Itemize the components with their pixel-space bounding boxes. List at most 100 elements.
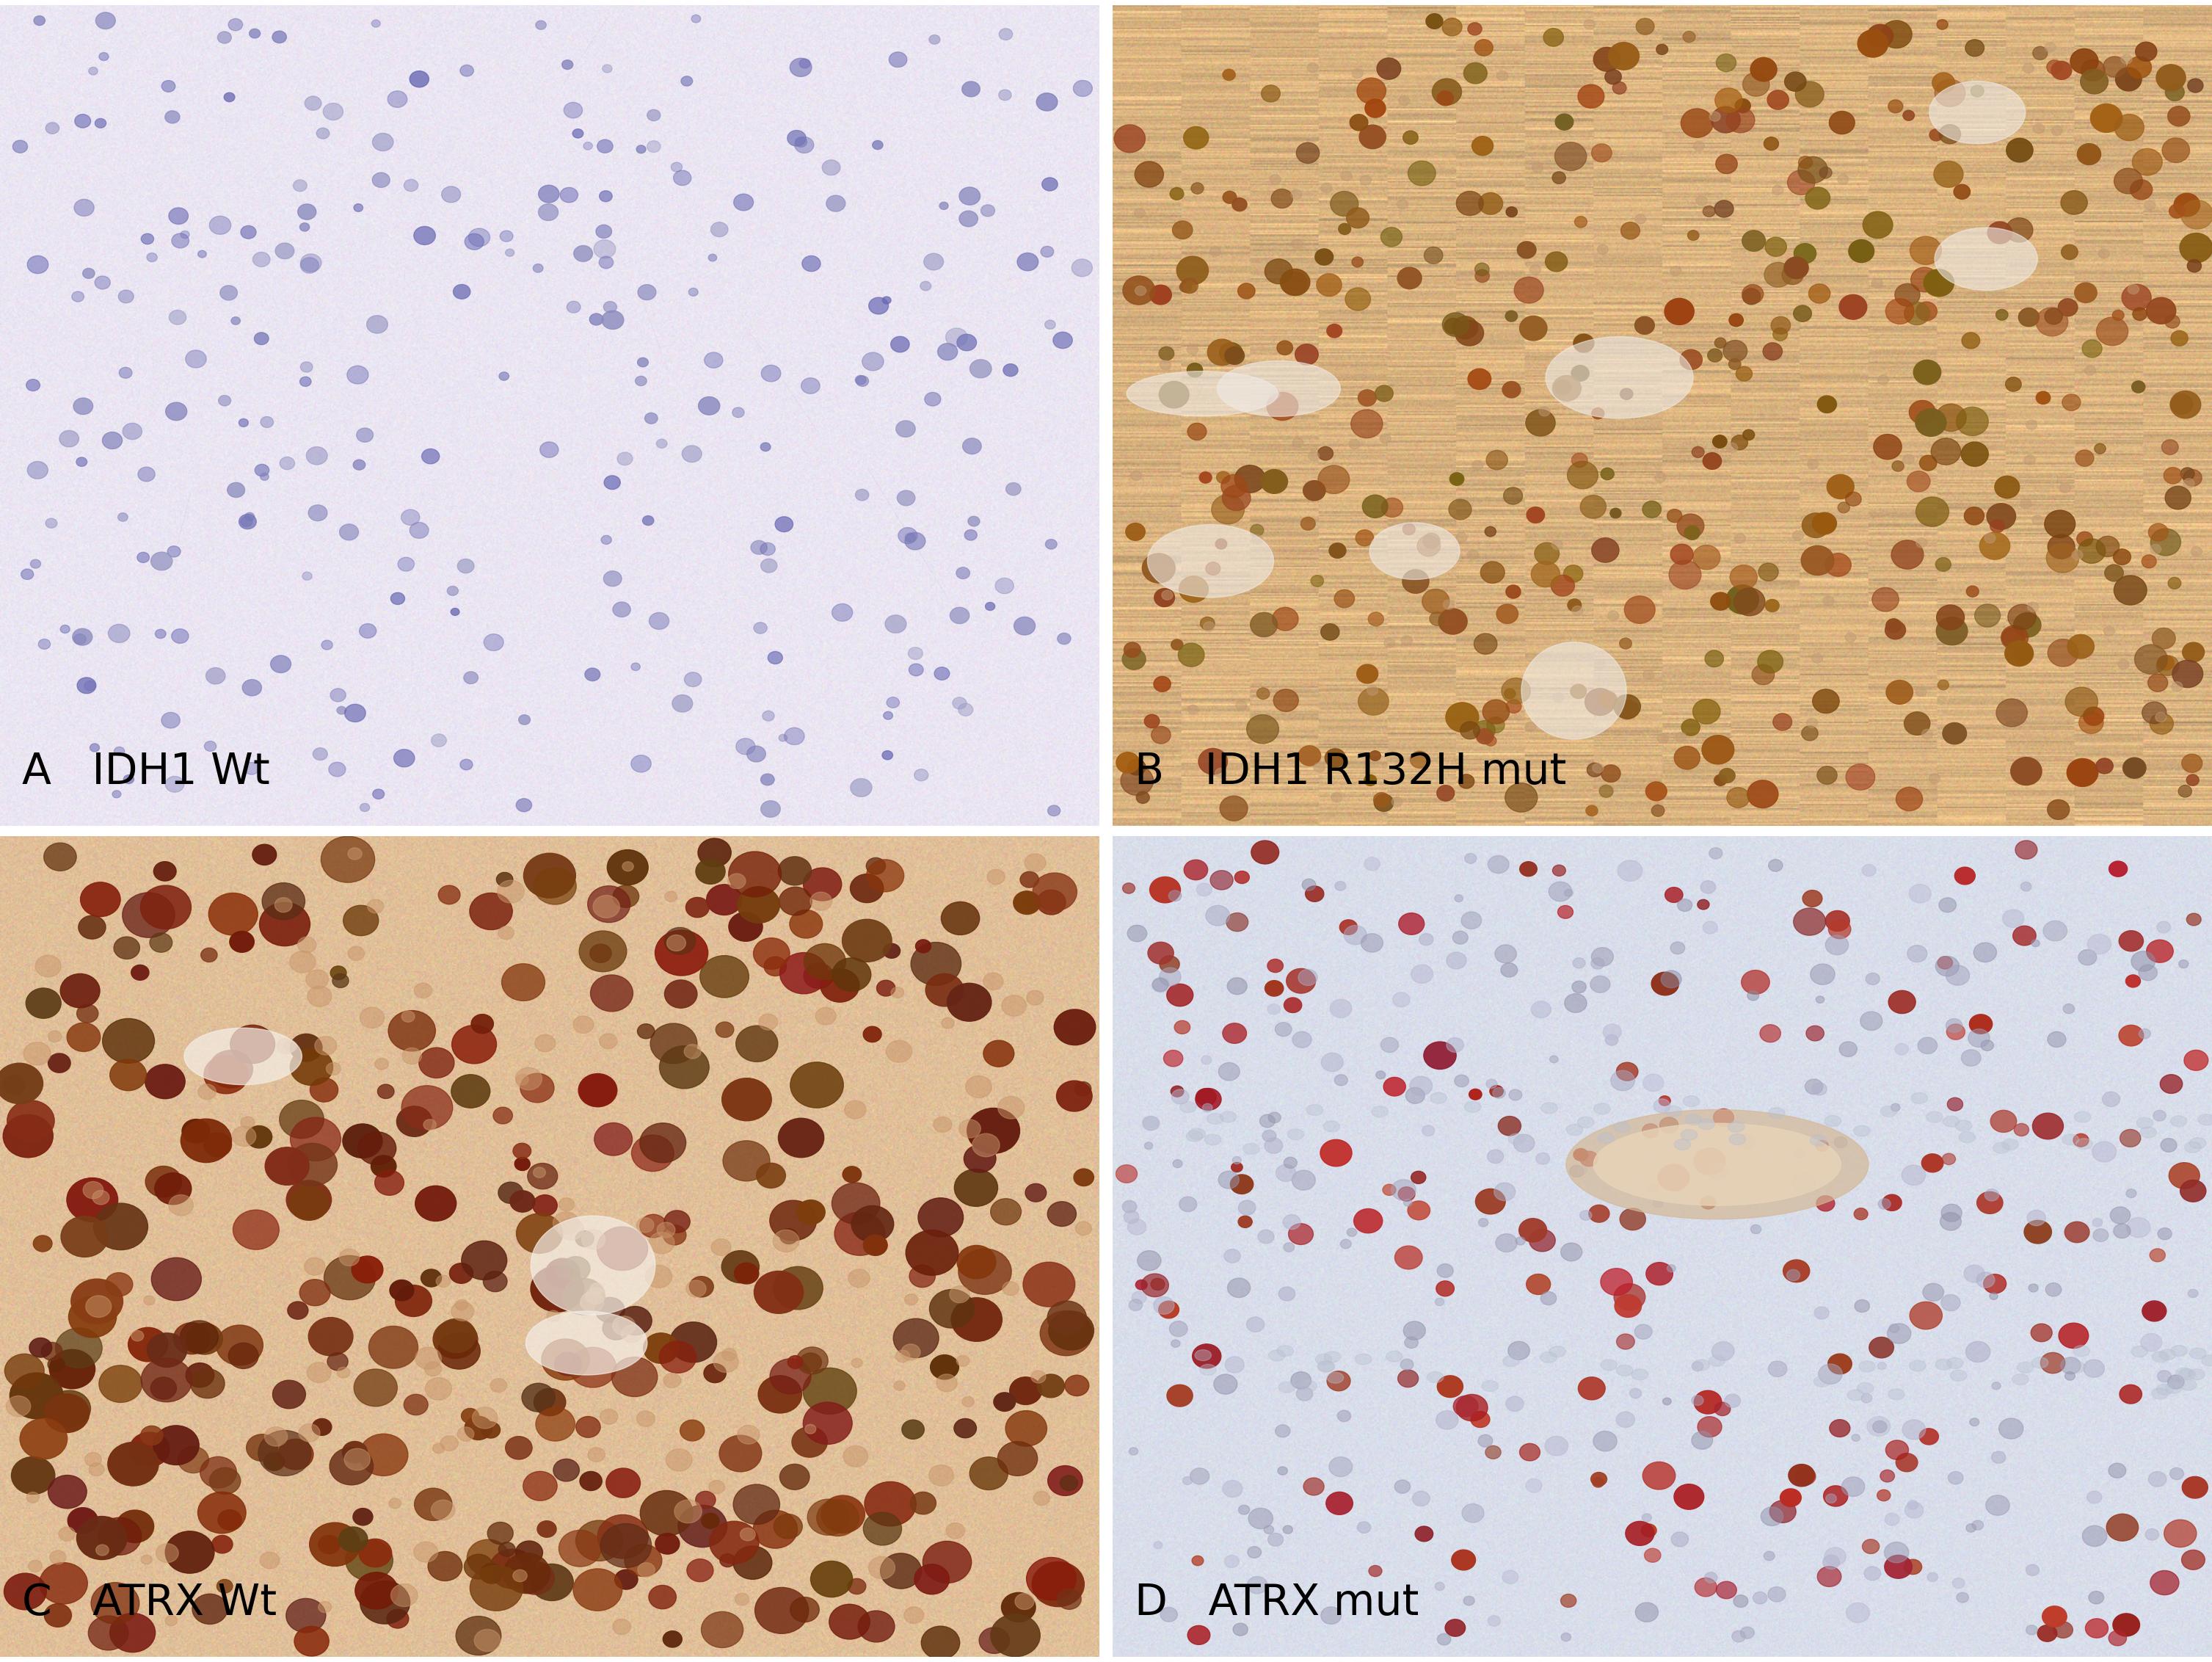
Ellipse shape: [748, 746, 765, 761]
Ellipse shape: [1916, 686, 1927, 696]
Ellipse shape: [1239, 283, 1254, 299]
Ellipse shape: [272, 1379, 305, 1409]
Ellipse shape: [1152, 979, 1168, 992]
Ellipse shape: [1573, 334, 1595, 352]
Ellipse shape: [637, 145, 646, 153]
Ellipse shape: [418, 1047, 453, 1079]
Ellipse shape: [1955, 1120, 1971, 1132]
Ellipse shape: [1057, 633, 1071, 645]
Ellipse shape: [2031, 1358, 2048, 1368]
Ellipse shape: [734, 194, 754, 211]
Ellipse shape: [695, 1491, 717, 1509]
Ellipse shape: [1659, 1163, 1690, 1192]
Ellipse shape: [1458, 774, 1473, 788]
Ellipse shape: [1905, 711, 1931, 735]
Ellipse shape: [212, 1536, 232, 1554]
Ellipse shape: [2079, 711, 2104, 733]
Ellipse shape: [1374, 793, 1389, 808]
Ellipse shape: [1037, 93, 1057, 111]
Ellipse shape: [2119, 660, 2128, 670]
Ellipse shape: [1579, 1210, 1593, 1220]
Ellipse shape: [947, 327, 967, 346]
Ellipse shape: [173, 233, 188, 248]
Ellipse shape: [1553, 540, 1562, 550]
Ellipse shape: [1938, 680, 1949, 690]
Ellipse shape: [883, 711, 894, 720]
Ellipse shape: [998, 1441, 1037, 1476]
Ellipse shape: [1991, 520, 2004, 532]
Ellipse shape: [832, 957, 872, 991]
Ellipse shape: [1292, 1371, 1312, 1389]
Ellipse shape: [374, 1059, 389, 1070]
Ellipse shape: [675, 1499, 701, 1522]
Ellipse shape: [1984, 534, 1995, 543]
Ellipse shape: [1037, 1374, 1064, 1398]
Ellipse shape: [699, 838, 732, 868]
Ellipse shape: [914, 770, 929, 781]
Ellipse shape: [398, 557, 414, 572]
Ellipse shape: [2057, 299, 2077, 316]
Ellipse shape: [1668, 509, 1681, 522]
Ellipse shape: [1772, 186, 1783, 194]
Ellipse shape: [732, 407, 743, 417]
Ellipse shape: [139, 886, 190, 929]
Ellipse shape: [1577, 1167, 1588, 1175]
Ellipse shape: [2188, 259, 2201, 273]
Ellipse shape: [533, 1167, 546, 1178]
Ellipse shape: [1845, 765, 1876, 789]
Ellipse shape: [2174, 193, 2201, 216]
Ellipse shape: [1962, 442, 1989, 467]
Ellipse shape: [513, 1143, 531, 1158]
Ellipse shape: [1964, 507, 1984, 525]
Ellipse shape: [1794, 244, 1816, 263]
Ellipse shape: [1860, 1012, 1882, 1030]
Ellipse shape: [796, 1346, 827, 1374]
Ellipse shape: [356, 1572, 398, 1609]
Ellipse shape: [1422, 588, 1449, 613]
Ellipse shape: [1267, 1532, 1283, 1546]
Ellipse shape: [367, 899, 383, 912]
Ellipse shape: [307, 1363, 332, 1383]
Ellipse shape: [723, 1140, 770, 1182]
Ellipse shape: [2020, 883, 2031, 891]
Ellipse shape: [1318, 465, 1349, 494]
Ellipse shape: [307, 1318, 354, 1356]
Ellipse shape: [1442, 600, 1453, 610]
Ellipse shape: [1947, 1358, 1964, 1369]
Ellipse shape: [719, 1436, 761, 1473]
Ellipse shape: [664, 1373, 681, 1388]
Ellipse shape: [847, 1270, 869, 1288]
Ellipse shape: [1909, 884, 1931, 902]
Ellipse shape: [1953, 1577, 1964, 1589]
Ellipse shape: [1958, 1592, 1969, 1602]
Ellipse shape: [91, 743, 100, 751]
Ellipse shape: [46, 519, 58, 529]
Ellipse shape: [1692, 1431, 1712, 1449]
Ellipse shape: [591, 1283, 604, 1295]
Ellipse shape: [259, 902, 310, 946]
Ellipse shape: [1767, 90, 1790, 110]
Ellipse shape: [2179, 784, 2192, 798]
Ellipse shape: [1670, 266, 1681, 276]
Ellipse shape: [591, 944, 611, 962]
Ellipse shape: [1586, 688, 1615, 715]
Ellipse shape: [327, 1353, 347, 1371]
Ellipse shape: [2181, 467, 2194, 480]
Ellipse shape: [1823, 1556, 1840, 1569]
Ellipse shape: [2152, 1351, 2168, 1363]
Ellipse shape: [345, 705, 365, 721]
Ellipse shape: [1902, 110, 1913, 121]
Ellipse shape: [1365, 100, 1385, 118]
Ellipse shape: [531, 1217, 655, 1315]
Ellipse shape: [1584, 20, 1595, 30]
Ellipse shape: [35, 956, 62, 977]
Ellipse shape: [1854, 1208, 1867, 1220]
Ellipse shape: [588, 314, 604, 326]
Ellipse shape: [770, 1360, 812, 1394]
Ellipse shape: [1316, 249, 1334, 266]
Ellipse shape: [1942, 1205, 1962, 1222]
Ellipse shape: [843, 1446, 867, 1468]
Ellipse shape: [1172, 1089, 1190, 1104]
Ellipse shape: [1219, 796, 1248, 821]
Ellipse shape: [900, 1345, 920, 1360]
